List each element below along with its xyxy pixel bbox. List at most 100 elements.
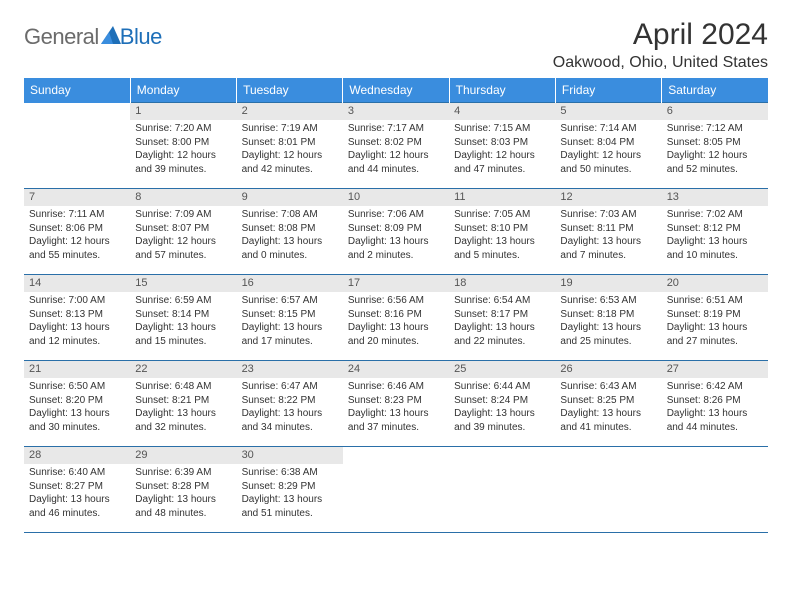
calendar-day-cell: 28Sunrise: 6:40 AMSunset: 8:27 PMDayligh… bbox=[24, 447, 130, 533]
sunset-text: Sunset: 8:06 PM bbox=[29, 222, 125, 236]
day-details: Sunrise: 7:15 AMSunset: 8:03 PMDaylight:… bbox=[449, 120, 555, 180]
day-details: Sunrise: 6:44 AMSunset: 8:24 PMDaylight:… bbox=[449, 378, 555, 438]
day-details: Sunrise: 7:14 AMSunset: 8:04 PMDaylight:… bbox=[555, 120, 661, 180]
calendar-day-cell bbox=[24, 103, 130, 189]
weekday-header: Monday bbox=[130, 78, 236, 103]
sunset-text: Sunset: 8:21 PM bbox=[135, 394, 231, 408]
sunset-text: Sunset: 8:16 PM bbox=[348, 308, 444, 322]
day-number: 22 bbox=[130, 361, 236, 378]
day-details: Sunrise: 6:50 AMSunset: 8:20 PMDaylight:… bbox=[24, 378, 130, 438]
day-number: 2 bbox=[237, 103, 343, 120]
sunrise-text: Sunrise: 7:20 AM bbox=[135, 122, 231, 136]
daylight-text: Daylight: 13 hours and 17 minutes. bbox=[242, 321, 338, 348]
day-number: 8 bbox=[130, 189, 236, 206]
sunset-text: Sunset: 8:19 PM bbox=[667, 308, 763, 322]
day-number: 17 bbox=[343, 275, 449, 292]
day-details: Sunrise: 7:05 AMSunset: 8:10 PMDaylight:… bbox=[449, 206, 555, 266]
daylight-text: Daylight: 13 hours and 41 minutes. bbox=[560, 407, 656, 434]
sunrise-text: Sunrise: 7:14 AM bbox=[560, 122, 656, 136]
calendar-weekday-header: Sunday Monday Tuesday Wednesday Thursday… bbox=[24, 78, 768, 103]
daylight-text: Daylight: 13 hours and 10 minutes. bbox=[667, 235, 763, 262]
sunrise-text: Sunrise: 7:08 AM bbox=[242, 208, 338, 222]
sunset-text: Sunset: 8:25 PM bbox=[560, 394, 656, 408]
sunrise-text: Sunrise: 7:06 AM bbox=[348, 208, 444, 222]
calendar-day-cell: 6Sunrise: 7:12 AMSunset: 8:05 PMDaylight… bbox=[662, 103, 768, 189]
day-number: 28 bbox=[24, 447, 130, 464]
sunrise-text: Sunrise: 6:46 AM bbox=[348, 380, 444, 394]
day-details: Sunrise: 6:38 AMSunset: 8:29 PMDaylight:… bbox=[237, 464, 343, 524]
day-details: Sunrise: 6:56 AMSunset: 8:16 PMDaylight:… bbox=[343, 292, 449, 352]
day-number: 7 bbox=[24, 189, 130, 206]
calendar-day-cell: 24Sunrise: 6:46 AMSunset: 8:23 PMDayligh… bbox=[343, 361, 449, 447]
sunrise-text: Sunrise: 6:59 AM bbox=[135, 294, 231, 308]
day-details: Sunrise: 6:51 AMSunset: 8:19 PMDaylight:… bbox=[662, 292, 768, 352]
calendar-day-cell: 10Sunrise: 7:06 AMSunset: 8:09 PMDayligh… bbox=[343, 189, 449, 275]
day-details: Sunrise: 6:46 AMSunset: 8:23 PMDaylight:… bbox=[343, 378, 449, 438]
daylight-text: Daylight: 12 hours and 55 minutes. bbox=[29, 235, 125, 262]
calendar-day-cell: 12Sunrise: 7:03 AMSunset: 8:11 PMDayligh… bbox=[555, 189, 661, 275]
calendar-week-row: 14Sunrise: 7:00 AMSunset: 8:13 PMDayligh… bbox=[24, 275, 768, 361]
sunrise-text: Sunrise: 6:39 AM bbox=[135, 466, 231, 480]
weekday-header: Wednesday bbox=[343, 78, 449, 103]
day-number: 13 bbox=[662, 189, 768, 206]
daylight-text: Daylight: 13 hours and 32 minutes. bbox=[135, 407, 231, 434]
sunset-text: Sunset: 8:28 PM bbox=[135, 480, 231, 494]
day-number: 4 bbox=[449, 103, 555, 120]
sunset-text: Sunset: 8:12 PM bbox=[667, 222, 763, 236]
calendar-day-cell: 25Sunrise: 6:44 AMSunset: 8:24 PMDayligh… bbox=[449, 361, 555, 447]
day-details: Sunrise: 7:12 AMSunset: 8:05 PMDaylight:… bbox=[662, 120, 768, 180]
sunset-text: Sunset: 8:15 PM bbox=[242, 308, 338, 322]
daylight-text: Daylight: 13 hours and 51 minutes. bbox=[242, 493, 338, 520]
day-details: Sunrise: 6:54 AMSunset: 8:17 PMDaylight:… bbox=[449, 292, 555, 352]
calendar-body: 1Sunrise: 7:20 AMSunset: 8:00 PMDaylight… bbox=[24, 103, 768, 533]
day-number: 9 bbox=[237, 189, 343, 206]
calendar-week-row: 28Sunrise: 6:40 AMSunset: 8:27 PMDayligh… bbox=[24, 447, 768, 533]
sunrise-text: Sunrise: 6:54 AM bbox=[454, 294, 550, 308]
daylight-text: Daylight: 13 hours and 0 minutes. bbox=[242, 235, 338, 262]
sunset-text: Sunset: 8:18 PM bbox=[560, 308, 656, 322]
sunrise-text: Sunrise: 6:38 AM bbox=[242, 466, 338, 480]
day-number: 10 bbox=[343, 189, 449, 206]
calendar-day-cell: 23Sunrise: 6:47 AMSunset: 8:22 PMDayligh… bbox=[237, 361, 343, 447]
sunrise-text: Sunrise: 6:50 AM bbox=[29, 380, 125, 394]
day-details: Sunrise: 7:19 AMSunset: 8:01 PMDaylight:… bbox=[237, 120, 343, 180]
day-details: Sunrise: 6:42 AMSunset: 8:26 PMDaylight:… bbox=[662, 378, 768, 438]
calendar-day-cell bbox=[343, 447, 449, 533]
daylight-text: Daylight: 13 hours and 44 minutes. bbox=[667, 407, 763, 434]
day-details: Sunrise: 7:02 AMSunset: 8:12 PMDaylight:… bbox=[662, 206, 768, 266]
day-number: 15 bbox=[130, 275, 236, 292]
calendar-day-cell: 19Sunrise: 6:53 AMSunset: 8:18 PMDayligh… bbox=[555, 275, 661, 361]
calendar-day-cell: 5Sunrise: 7:14 AMSunset: 8:04 PMDaylight… bbox=[555, 103, 661, 189]
sunset-text: Sunset: 8:29 PM bbox=[242, 480, 338, 494]
day-details: Sunrise: 7:09 AMSunset: 8:07 PMDaylight:… bbox=[130, 206, 236, 266]
sunrise-text: Sunrise: 7:12 AM bbox=[667, 122, 763, 136]
day-details: Sunrise: 7:08 AMSunset: 8:08 PMDaylight:… bbox=[237, 206, 343, 266]
sunset-text: Sunset: 8:14 PM bbox=[135, 308, 231, 322]
sunrise-text: Sunrise: 6:51 AM bbox=[667, 294, 763, 308]
sunrise-text: Sunrise: 6:40 AM bbox=[29, 466, 125, 480]
logo-triangle-icon bbox=[101, 26, 121, 49]
daylight-text: Daylight: 13 hours and 34 minutes. bbox=[242, 407, 338, 434]
sunset-text: Sunset: 8:26 PM bbox=[667, 394, 763, 408]
daylight-text: Daylight: 13 hours and 37 minutes. bbox=[348, 407, 444, 434]
sunrise-text: Sunrise: 6:56 AM bbox=[348, 294, 444, 308]
daylight-text: Daylight: 12 hours and 50 minutes. bbox=[560, 149, 656, 176]
sunrise-text: Sunrise: 7:05 AM bbox=[454, 208, 550, 222]
sunrise-text: Sunrise: 7:03 AM bbox=[560, 208, 656, 222]
calendar-day-cell: 3Sunrise: 7:17 AMSunset: 8:02 PMDaylight… bbox=[343, 103, 449, 189]
daylight-text: Daylight: 13 hours and 15 minutes. bbox=[135, 321, 231, 348]
location-subtitle: Oakwood, Ohio, United States bbox=[553, 54, 768, 72]
sunrise-text: Sunrise: 7:17 AM bbox=[348, 122, 444, 136]
calendar-day-cell bbox=[555, 447, 661, 533]
daylight-text: Daylight: 13 hours and 25 minutes. bbox=[560, 321, 656, 348]
day-number: 20 bbox=[662, 275, 768, 292]
sunrise-text: Sunrise: 6:44 AM bbox=[454, 380, 550, 394]
sunrise-text: Sunrise: 7:11 AM bbox=[29, 208, 125, 222]
sunset-text: Sunset: 8:03 PM bbox=[454, 136, 550, 150]
calendar-day-cell: 27Sunrise: 6:42 AMSunset: 8:26 PMDayligh… bbox=[662, 361, 768, 447]
day-details: Sunrise: 7:06 AMSunset: 8:09 PMDaylight:… bbox=[343, 206, 449, 266]
day-details: Sunrise: 6:48 AMSunset: 8:21 PMDaylight:… bbox=[130, 378, 236, 438]
calendar-day-cell: 4Sunrise: 7:15 AMSunset: 8:03 PMDaylight… bbox=[449, 103, 555, 189]
logo-word-blue: Blue bbox=[120, 24, 162, 50]
month-title: April 2024 bbox=[553, 18, 768, 52]
